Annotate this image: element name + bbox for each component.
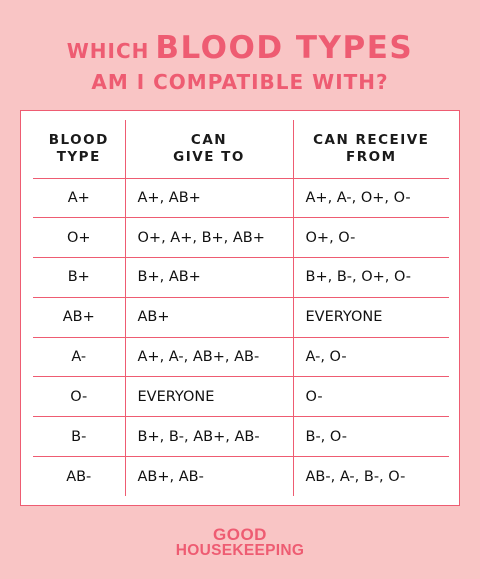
logo-line-2: HOUSEKEEPING — [175, 542, 305, 559]
cell-can-receive-from: EVERYONE — [292, 297, 449, 338]
cell-blood-type: A+ — [33, 178, 125, 219]
cell-blood-type: O+ — [33, 217, 125, 259]
table-row: A- A+, A-, AB+, AB- A-, O- — [33, 337, 449, 378]
cell-can-give-to: AB+ — [124, 297, 293, 338]
header-can-give-to: CAN GIVE TO — [124, 120, 293, 179]
logo-line-1: GOOD — [213, 525, 267, 544]
cell-can-give-to: A+, AB+ — [124, 178, 293, 219]
cell-can-receive-from: A-, O- — [292, 337, 449, 378]
cell-can-give-to: O+, A+, B+, AB+ — [124, 217, 293, 259]
header-blood-type: BLOOD TYPE — [33, 120, 125, 179]
cell-can-give-to: A+, A-, AB+, AB- — [124, 337, 293, 378]
page-title: WHICH BLOOD TYPES — [0, 30, 480, 66]
table-row: B+ B+, AB+ B+, B-, O+, O- — [33, 257, 449, 298]
title-lead: WHICH — [66, 39, 150, 63]
table-row: B- B+, B-, AB+, AB- B-, O- — [33, 416, 449, 458]
cell-blood-type: O- — [33, 376, 125, 418]
cell-blood-type: AB- — [66, 468, 92, 485]
cell-blood-type: B+ — [33, 257, 125, 298]
cell-blood-type: AB+ — [33, 297, 125, 338]
cell-can-receive-from: B+, B-, O+, O- — [292, 257, 449, 298]
cell-can-receive-from: A+, A-, O+, O- — [292, 178, 449, 219]
cell-can-receive-from: B-, O- — [292, 416, 449, 458]
page-subtitle: AM I COMPATIBLE WITH? — [91, 70, 389, 94]
cell-blood-type: A- — [33, 337, 125, 378]
title-emphasis: BLOOD TYPES — [155, 30, 414, 66]
compatibility-table: BLOOD TYPE CAN GIVE TO CAN RECEIVE FROM … — [33, 120, 449, 497]
compatibility-card: BLOOD TYPE CAN GIVE TO CAN RECEIVE FROM … — [20, 110, 460, 506]
cell-blood-type: B- — [33, 416, 125, 458]
good-housekeeping-logo: GOOD HOUSEKEEPING — [0, 525, 480, 559]
table-header-row: BLOOD TYPE CAN GIVE TO CAN RECEIVE FROM — [33, 120, 449, 179]
cell-can-receive-from: O+, O- — [292, 217, 449, 259]
table-row: AB- AB+, AB- AB-, A-, B-, O- — [33, 456, 449, 497]
cell-can-give-to: B+, AB+ — [124, 257, 293, 298]
cell-can-give-to: AB+, AB- — [124, 456, 293, 497]
cell-can-give-to: EVERYONE — [124, 376, 293, 418]
header-can-receive-from: CAN RECEIVE FROM — [292, 120, 449, 179]
table-row: A+ A+, AB+ A+, A-, O+, O- — [33, 178, 449, 219]
cell-can-receive-from: AB-, A-, B-, O- — [292, 456, 449, 497]
table-row: O- EVERYONE O- — [33, 376, 449, 418]
cell-can-give-to: B+, B-, AB+, AB- — [124, 416, 293, 458]
table-row: O+ O+, A+, B+, AB+ O+, O- — [33, 217, 449, 259]
table-row: AB+ AB+ EVERYONE — [33, 297, 449, 338]
cell-can-receive-from: O- — [292, 376, 449, 418]
